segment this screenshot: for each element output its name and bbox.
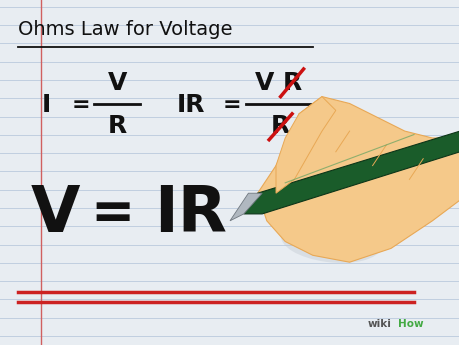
Polygon shape (230, 193, 262, 221)
Polygon shape (275, 97, 335, 193)
Ellipse shape (280, 220, 381, 263)
Text: V: V (107, 71, 127, 95)
Text: =: = (223, 95, 241, 115)
Text: IR: IR (154, 183, 227, 245)
Text: wiki: wiki (367, 319, 391, 329)
Text: How: How (397, 319, 423, 329)
Text: R: R (270, 114, 290, 138)
Text: Ohms Law for Voltage: Ohms Law for Voltage (18, 20, 232, 39)
Text: R: R (107, 114, 127, 138)
Text: I: I (41, 93, 50, 117)
Text: V: V (30, 183, 80, 245)
Polygon shape (243, 131, 459, 214)
Text: IR: IR (176, 93, 205, 117)
Polygon shape (257, 97, 459, 262)
Text: R: R (282, 71, 301, 95)
Text: =: = (71, 95, 90, 115)
Text: =: = (90, 188, 134, 240)
Text: V: V (254, 71, 274, 95)
